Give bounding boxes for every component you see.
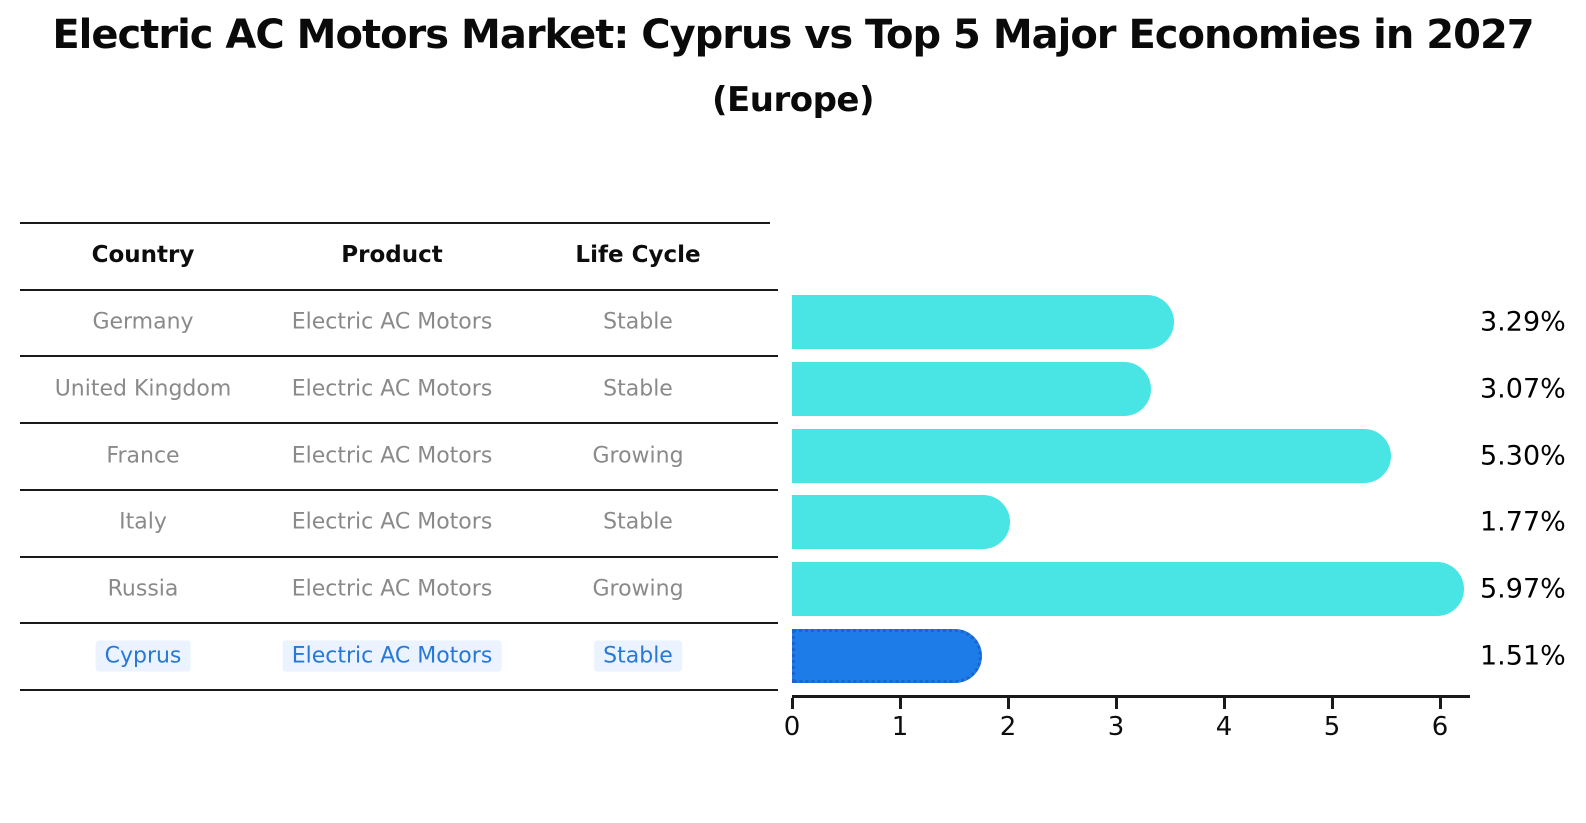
x-tick [791, 698, 794, 709]
value-label-cyprus: 1.51% [1480, 640, 1566, 672]
table-cell-country-italy: Italy [119, 509, 167, 535]
table-separator-line [20, 289, 770, 291]
table-header-product: Product [341, 242, 443, 268]
x-tick [1331, 698, 1334, 709]
table-cell-life-cycle-france: Growing [592, 443, 684, 469]
value-label-italy: 1.77% [1480, 506, 1566, 538]
table-cell-country-france: France [106, 443, 180, 469]
table-cell-product-france: Electric AC Motors [291, 443, 493, 469]
table-cell-life-cycle-cyprus: Stable [594, 640, 682, 672]
table-cell-life-cycle-italy: Stable [603, 509, 673, 535]
x-tick-label: 3 [1107, 712, 1125, 742]
x-tick-label: 5 [1323, 712, 1341, 742]
table-cell-product-united-kingdom: Electric AC Motors [291, 376, 493, 402]
x-tick [1439, 698, 1442, 709]
table-separator-line [20, 222, 770, 224]
value-label-united-kingdom: 3.07% [1480, 373, 1566, 405]
bar-russia [792, 562, 1464, 616]
bar-germany [792, 295, 1174, 349]
table-separator-line [20, 355, 770, 357]
table-cell-country-cyprus: Cyprus [95, 640, 191, 672]
table-cell-product-italy: Electric AC Motors [291, 509, 493, 535]
table-cell-life-cycle-germany: Stable [603, 309, 673, 335]
y-tick [762, 422, 778, 424]
x-tick-label: 1 [891, 712, 909, 742]
table-cell-life-cycle-united-kingdom: Stable [603, 376, 673, 402]
bar-italy [792, 495, 1010, 549]
value-label-russia: 5.97% [1480, 573, 1566, 605]
table-cell-country-united-kingdom: United Kingdom [54, 376, 232, 402]
x-axis-line [792, 695, 1470, 698]
table-cell-country-germany: Germany [92, 309, 194, 335]
table-cell-product-russia: Electric AC Motors [291, 576, 493, 602]
x-tick [1115, 698, 1118, 709]
bar-united-kingdom [792, 362, 1151, 416]
table-header-life-cycle: Life Cycle [575, 242, 701, 268]
y-tick [762, 289, 778, 291]
table-header-country: Country [91, 242, 195, 268]
y-tick [762, 556, 778, 558]
table-separator-line [20, 622, 770, 624]
bar-france [792, 429, 1391, 483]
x-tick [1007, 698, 1010, 709]
x-tick [899, 698, 902, 709]
chart-title: Electric AC Motors Market: Cyprus vs Top… [52, 12, 1534, 58]
x-tick-label: 6 [1431, 712, 1449, 742]
y-tick [762, 622, 778, 624]
y-tick [762, 689, 778, 691]
table-cell-life-cycle-russia: Growing [592, 576, 684, 602]
x-tick-label: 2 [999, 712, 1017, 742]
x-tick-label: 4 [1215, 712, 1233, 742]
table-separator-line [20, 422, 770, 424]
value-label-france: 5.30% [1480, 440, 1566, 472]
table-cell-product-germany: Electric AC Motors [291, 309, 493, 335]
value-label-germany: 3.29% [1480, 306, 1566, 338]
x-tick [1223, 698, 1226, 709]
y-tick [762, 489, 778, 491]
x-tick-label: 0 [783, 712, 801, 742]
table-cell-product-cyprus: Electric AC Motors [282, 640, 502, 672]
bar-cyprus [792, 629, 982, 683]
table-cell-country-russia: Russia [107, 576, 179, 602]
table-separator-line [20, 556, 770, 558]
table-separator-line [20, 689, 770, 691]
chart-subtitle: (Europe) [711, 80, 875, 120]
table-separator-line [20, 489, 770, 491]
y-tick [762, 355, 778, 357]
